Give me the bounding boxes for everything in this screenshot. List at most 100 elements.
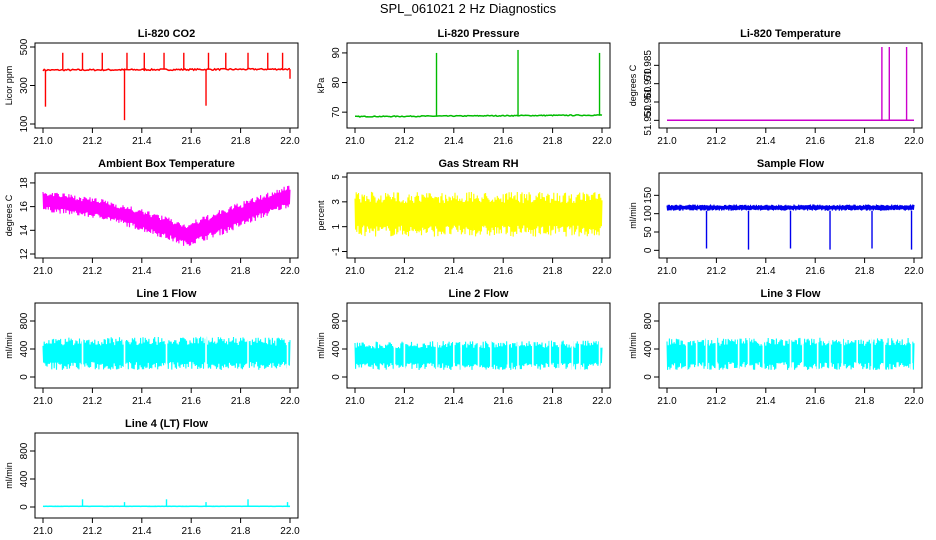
plot-frame — [658, 42, 923, 129]
x-tick-label: 22.0 — [904, 136, 924, 147]
plot-frame — [34, 432, 299, 519]
plot-frame — [34, 172, 299, 259]
x-tick-label: 21.2 — [395, 266, 415, 277]
x-tick-label: 21.0 — [657, 266, 677, 277]
plot-frame — [658, 302, 923, 389]
chart-title: Sample Flow — [757, 158, 825, 170]
plot-frame — [346, 172, 611, 259]
y-axis-label: percent — [316, 200, 326, 231]
x-tick-label: 21.6 — [493, 266, 513, 277]
x-tick-label: 21.2 — [707, 136, 727, 147]
series-co2 — [42, 52, 291, 121]
x-tick-label: 21.6 — [805, 136, 825, 147]
x-tick-label: 21.0 — [345, 266, 365, 277]
chart-title: Li-820 CO2 — [138, 28, 195, 40]
x-tick-label: 21.6 — [181, 266, 201, 277]
plot-frame — [346, 302, 611, 389]
x-tick-label: 22.0 — [592, 136, 612, 147]
y-tick-label: 1 — [331, 223, 342, 229]
y-tick-label: 150 — [643, 187, 654, 204]
plot-frame — [346, 42, 611, 129]
y-tick-label: 12 — [19, 248, 30, 260]
y-axis-label: kPa — [316, 78, 326, 94]
y-axis-label: ml/min — [4, 462, 14, 489]
y-tick-label: 18 — [19, 177, 30, 189]
x-tick-label: 22.0 — [280, 136, 300, 147]
y-tick-label: 800 — [331, 312, 342, 329]
x-tick-label: 21.4 — [756, 396, 776, 407]
x-tick-label: 21.2 — [395, 136, 415, 147]
y-tick-label: 3 — [331, 199, 342, 205]
y-tick-label: 400 — [331, 340, 342, 357]
x-tick-label: 21.0 — [33, 266, 53, 277]
series-line4-flow — [42, 499, 291, 508]
y-axis-label: Licor ppm — [4, 66, 14, 106]
x-tick-label: 21.0 — [33, 396, 53, 407]
y-tick-label: 80 — [331, 77, 342, 89]
x-tick-label: 21.8 — [543, 396, 563, 407]
x-tick-label: 21.4 — [444, 396, 464, 407]
x-tick-label: 21.6 — [805, 266, 825, 277]
y-tick-label: 100 — [19, 115, 30, 132]
chart-title: Li-820 Temperature — [740, 28, 841, 40]
series-box-temp — [42, 185, 291, 246]
y-axis-label: degrees C — [628, 64, 638, 106]
series-gas-rh — [354, 191, 603, 237]
x-tick-label: 21.4 — [132, 396, 152, 407]
chart-line4-flow: Line 4 (LT) Flow 21.0 21.2 21.4 21.6 21.8 22.0… — [4, 418, 300, 537]
base-trace — [355, 114, 603, 118]
x-tick-label: 21.0 — [345, 396, 365, 407]
x-tick-label: 21.6 — [181, 396, 201, 407]
x-tick-label: 22.0 — [904, 266, 924, 277]
x-tick-label: 21.4 — [132, 136, 152, 147]
x-tick-label: 21.8 — [231, 266, 251, 277]
y-tick-label: 800 — [19, 442, 30, 459]
x-tick-label: 21.8 — [855, 136, 875, 147]
chart-licor-temp: Li-820 Temperature 21.0 21.2 21.4 21.6 21.8 22… — [628, 28, 924, 147]
base-trace — [42, 67, 291, 72]
y-axis-label: ml/min — [628, 202, 638, 229]
y-axis-label: ml/min — [316, 332, 326, 359]
y-tick-label: 0 — [19, 504, 30, 510]
y-tick-label: 0 — [643, 374, 654, 380]
series-pressure — [355, 49, 603, 118]
x-tick-label: 21.2 — [83, 526, 103, 537]
y-tick-label: 51.970 — [643, 68, 654, 99]
chart-title: Line 4 (LT) Flow — [125, 418, 208, 430]
chart-gas-rh: Gas Stream RH 21.0 21.2 21.4 21.6 21.8 22.0 -1 1… — [316, 158, 612, 277]
chart-title: Ambient Box Temperature — [98, 158, 235, 170]
chart-line1-flow: Line 1 Flow 21.0 21.2 21.4 21.6 21.8 22.0 0 400 8… — [4, 288, 300, 407]
x-tick-label: 21.0 — [345, 136, 365, 147]
x-tick-label: 21.8 — [543, 136, 563, 147]
x-tick-label: 21.4 — [132, 266, 152, 277]
chart-title: Gas Stream RH — [438, 158, 518, 170]
band-trace — [42, 185, 291, 246]
page-title: SPL_061021 2 Hz Diagnostics — [379, 1, 557, 16]
x-tick-label: 22.0 — [280, 526, 300, 537]
plot-frame — [34, 42, 299, 129]
x-tick-label: 21.0 — [33, 526, 53, 537]
y-tick-label: 400 — [19, 340, 30, 357]
x-tick-label: 22.0 — [904, 396, 924, 407]
y-tick-label: 0 — [643, 247, 654, 253]
x-tick-label: 21.8 — [855, 266, 875, 277]
y-tick-label: 500 — [19, 38, 30, 55]
x-tick-label: 21.2 — [83, 266, 103, 277]
x-tick-label: 21.4 — [756, 136, 776, 147]
y-tick-label: 400 — [643, 340, 654, 357]
plot-frame — [34, 302, 299, 389]
y-tick-label: 51.985 — [643, 50, 654, 81]
x-tick-label: 22.0 — [592, 396, 612, 407]
series-sample-flow — [666, 204, 915, 250]
series-licor-temp — [667, 47, 914, 122]
x-tick-label: 21.6 — [181, 526, 201, 537]
x-tick-label: 21.6 — [805, 396, 825, 407]
band-trace — [354, 191, 603, 237]
series-line1-flow — [42, 336, 291, 371]
y-tick-label: 800 — [19, 312, 30, 329]
x-tick-label: 21.8 — [855, 396, 875, 407]
x-tick-label: 21.8 — [231, 136, 251, 147]
band-trace — [666, 204, 915, 211]
x-tick-label: 22.0 — [592, 266, 612, 277]
